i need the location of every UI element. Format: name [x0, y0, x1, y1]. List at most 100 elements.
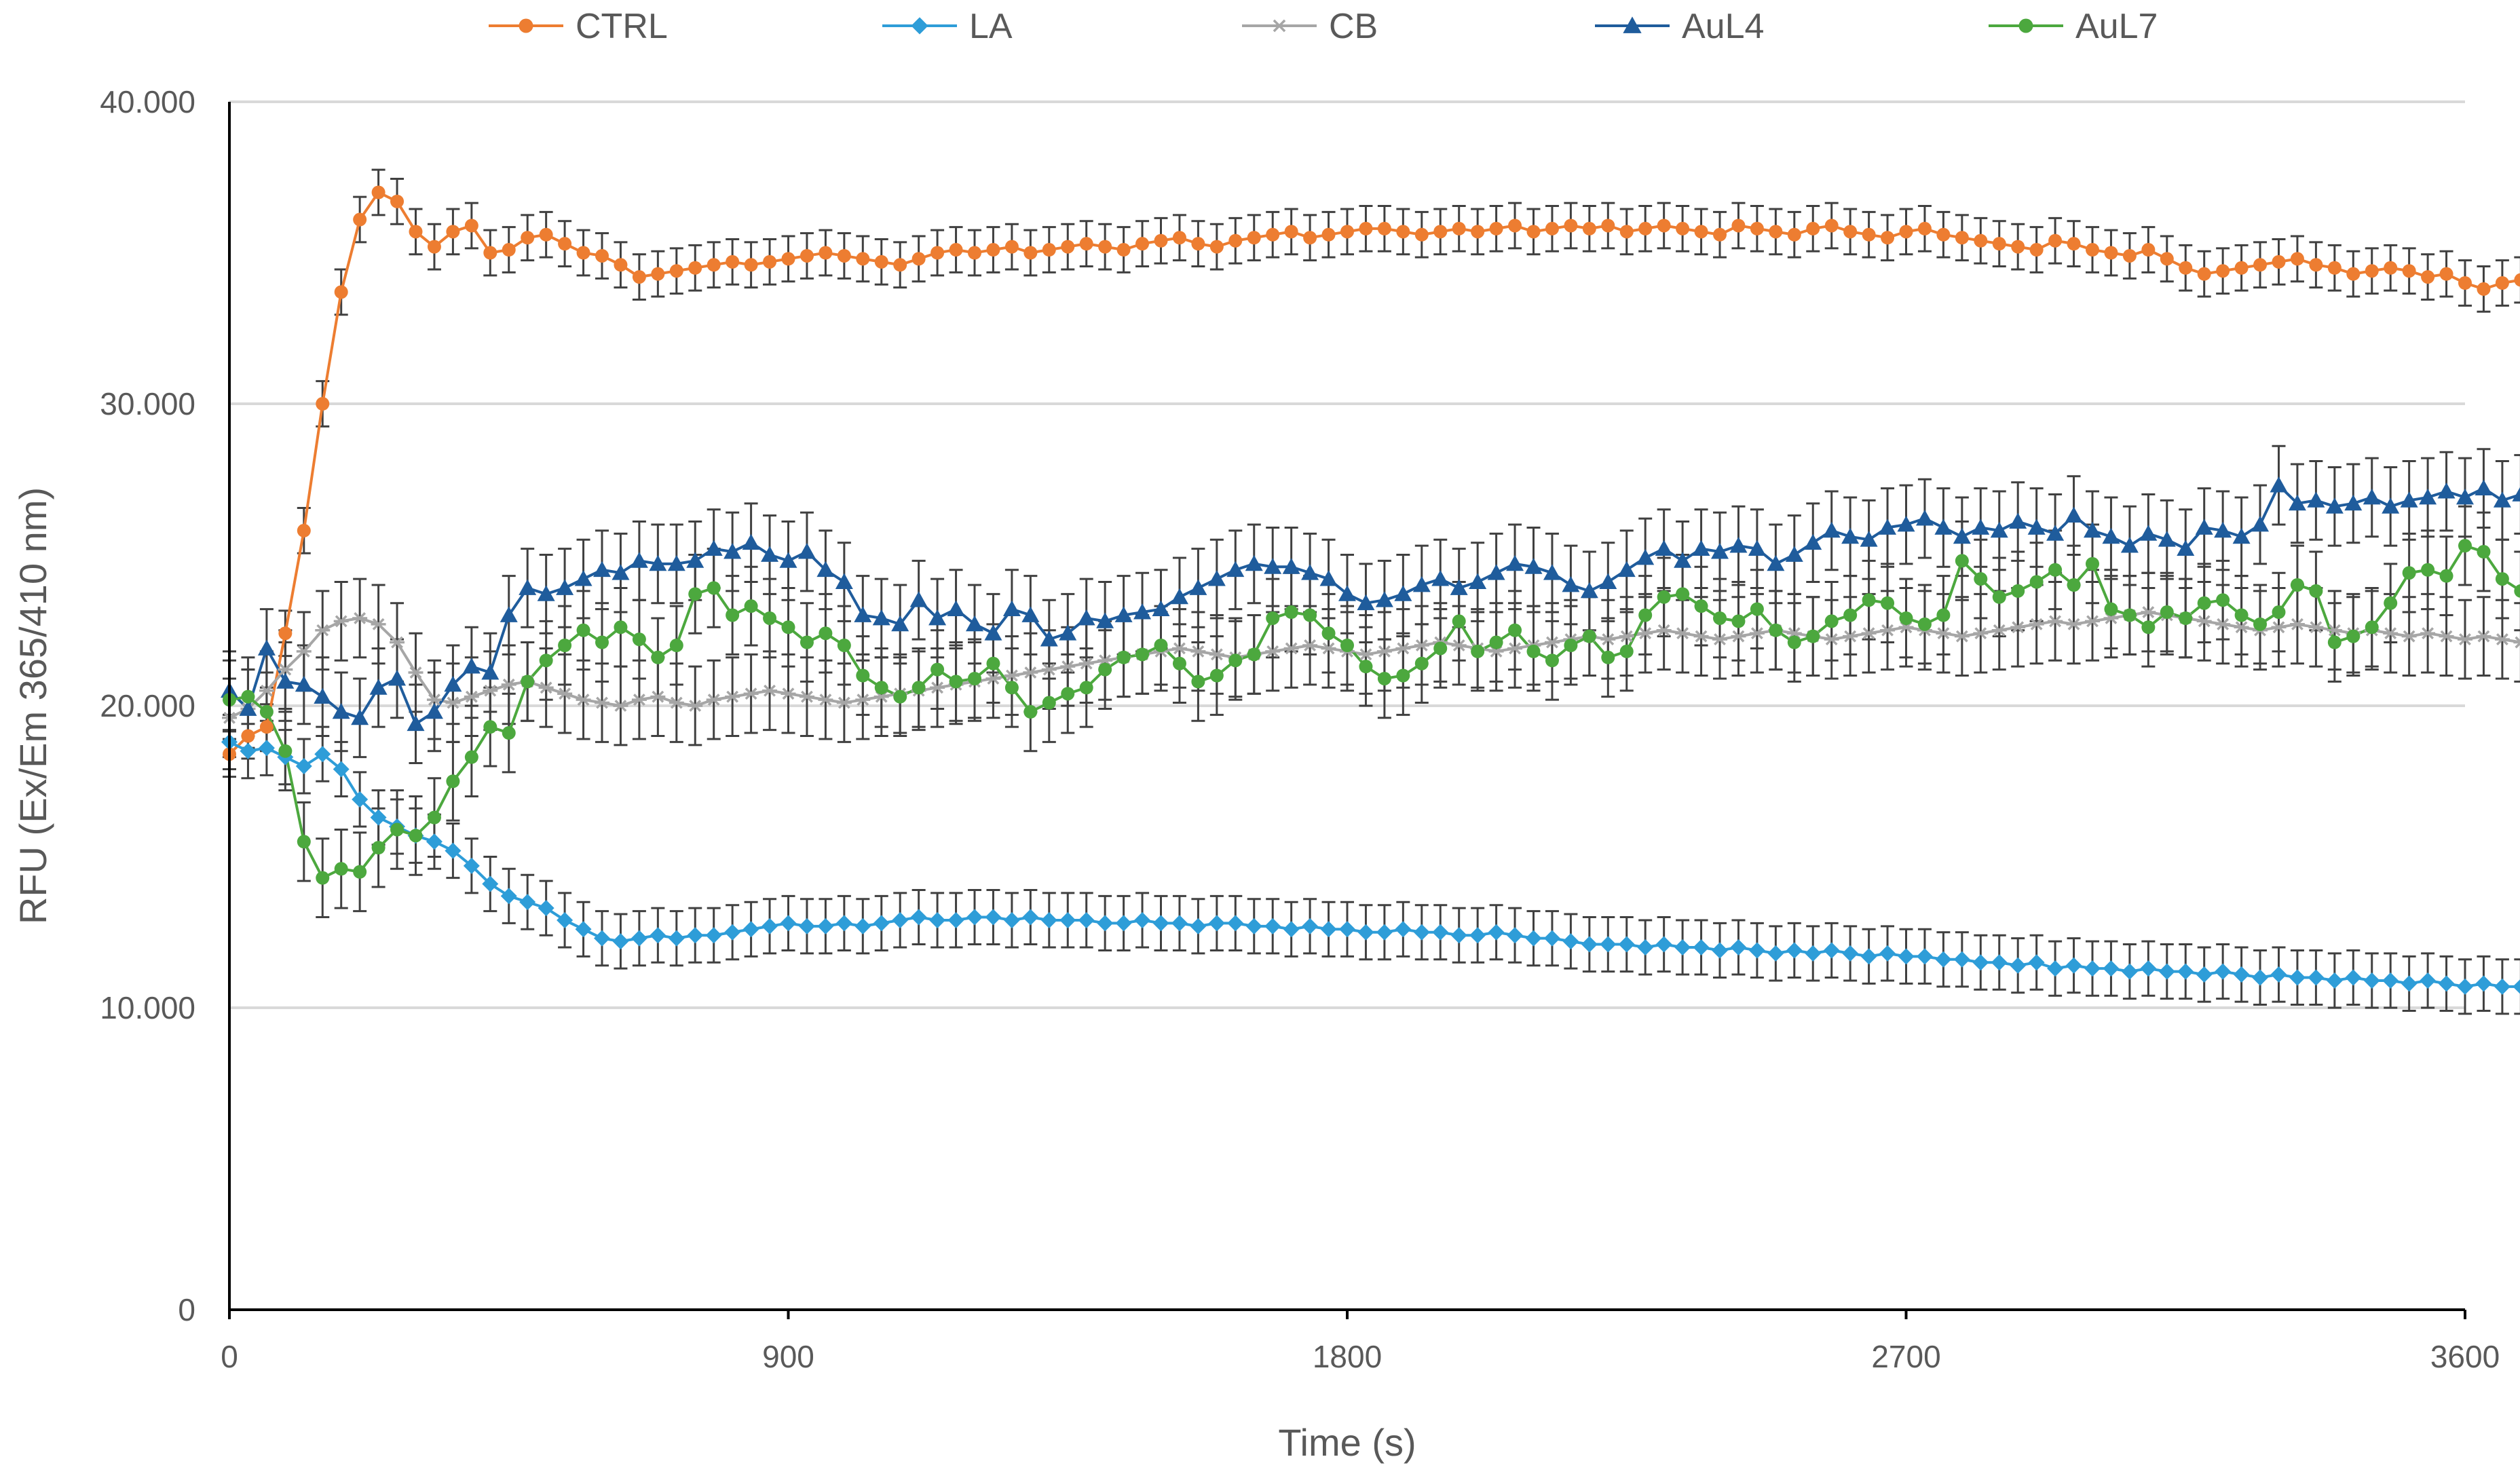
data-point: [351, 708, 369, 725]
data-point: [1191, 675, 1205, 689]
data-point: [556, 579, 574, 595]
data-point: [2048, 615, 2063, 628]
series-lines: [228, 190, 2520, 988]
data-point: [1805, 945, 1822, 962]
data-point: [2234, 621, 2249, 634]
data-point: [2477, 282, 2491, 296]
data-point: [316, 871, 330, 885]
data-point: [2104, 602, 2118, 616]
data-point: [686, 552, 704, 568]
data-point: [1358, 648, 1374, 661]
data-point: [1843, 608, 1858, 622]
data-point-stroke: [1266, 645, 1279, 658]
data-point-stroke: [689, 700, 702, 712]
data-point: [2345, 969, 2362, 986]
data-point-stroke: [1042, 663, 1055, 676]
data-point-stroke: [838, 696, 850, 709]
legend-marker-stroke: [1273, 19, 1286, 33]
data-point-stroke: [1695, 630, 1708, 643]
data-point: [1955, 231, 1969, 245]
data-point: [371, 185, 385, 200]
data-point: [1413, 924, 1430, 941]
data-point: [650, 690, 666, 703]
data-point: [2067, 578, 2081, 592]
legend-item-aul4: AuL4: [1595, 7, 1764, 46]
data-point: [1601, 650, 1615, 664]
data-point: [872, 609, 890, 626]
data-point: [1321, 626, 1336, 641]
data-point-stroke: [1676, 627, 1689, 640]
data-point: [427, 810, 441, 825]
data-point: [1114, 606, 1133, 622]
data-point: [2066, 618, 2082, 630]
data-point: [2197, 596, 2211, 610]
data-point: [2475, 975, 2492, 992]
data-point: [1266, 227, 1280, 242]
data-point: [2028, 954, 2045, 971]
data-point: [687, 927, 704, 944]
data-point: [704, 540, 723, 556]
data-point: [1617, 561, 1636, 578]
data-point: [1729, 537, 1748, 553]
data-point: [2382, 497, 2400, 514]
data-point: [2494, 633, 2510, 646]
data-point: [1841, 527, 1860, 544]
data-point: [650, 927, 666, 944]
data-point: [1991, 624, 2007, 637]
x-tick-label: 2700: [1871, 1339, 1940, 1374]
data-point-stroke: [782, 687, 795, 700]
data-point: [1823, 942, 1840, 959]
data-point: [779, 552, 797, 568]
data-point: [539, 227, 553, 242]
data-point: [369, 679, 388, 695]
data-point-stroke: [614, 700, 627, 712]
data-point: [781, 252, 795, 266]
data-point: [1245, 917, 1262, 934]
data-point: [297, 523, 311, 537]
data-point-stroke: [633, 694, 645, 706]
data-point: [1618, 936, 1635, 953]
data-point: [669, 639, 683, 652]
data-point: [763, 254, 777, 269]
data-point: [1116, 650, 1131, 664]
data-point-stroke: [1304, 639, 1317, 651]
data-point: [854, 606, 872, 622]
data-point-stroke: [2235, 621, 2248, 634]
data-point: [1525, 930, 1542, 947]
data-point: [614, 258, 628, 272]
data-point: [1824, 219, 1839, 233]
data-point: [595, 696, 609, 709]
data-point: [1543, 564, 1561, 580]
data-point-stroke: [1397, 642, 1410, 655]
data-point-stroke: [1415, 639, 1428, 651]
data-point-stroke: [1750, 627, 1763, 640]
data-point: [2272, 605, 2286, 620]
data-point: [2214, 521, 2232, 538]
data-point: [1077, 609, 1095, 626]
data-point-stroke: [2067, 618, 2080, 630]
data-point: [1786, 942, 1803, 959]
data-point: [966, 615, 983, 632]
data-point: [1507, 642, 1523, 655]
data-point: [1395, 921, 1412, 938]
series-markers: [221, 185, 2520, 995]
data-point: [2120, 537, 2139, 553]
data-point: [723, 543, 742, 559]
data-point: [1787, 227, 1801, 242]
data-point: [742, 533, 760, 550]
data-point-stroke: [1732, 630, 1745, 643]
data-point: [819, 246, 833, 260]
data-point-stroke: [2328, 624, 2341, 637]
data-point: [1862, 593, 1876, 607]
data-point: [985, 909, 1002, 926]
data-point-stroke: [2142, 606, 2155, 618]
data-point: [2420, 627, 2436, 640]
data-point: [1676, 221, 1690, 235]
data-point: [874, 681, 888, 695]
data-point: [1935, 951, 1952, 968]
data-point: [444, 675, 462, 692]
series-markers-ctrl: [223, 185, 2520, 761]
data-point: [2195, 518, 2213, 535]
data-point: [2363, 488, 2381, 505]
data-point-stroke: [559, 687, 571, 700]
